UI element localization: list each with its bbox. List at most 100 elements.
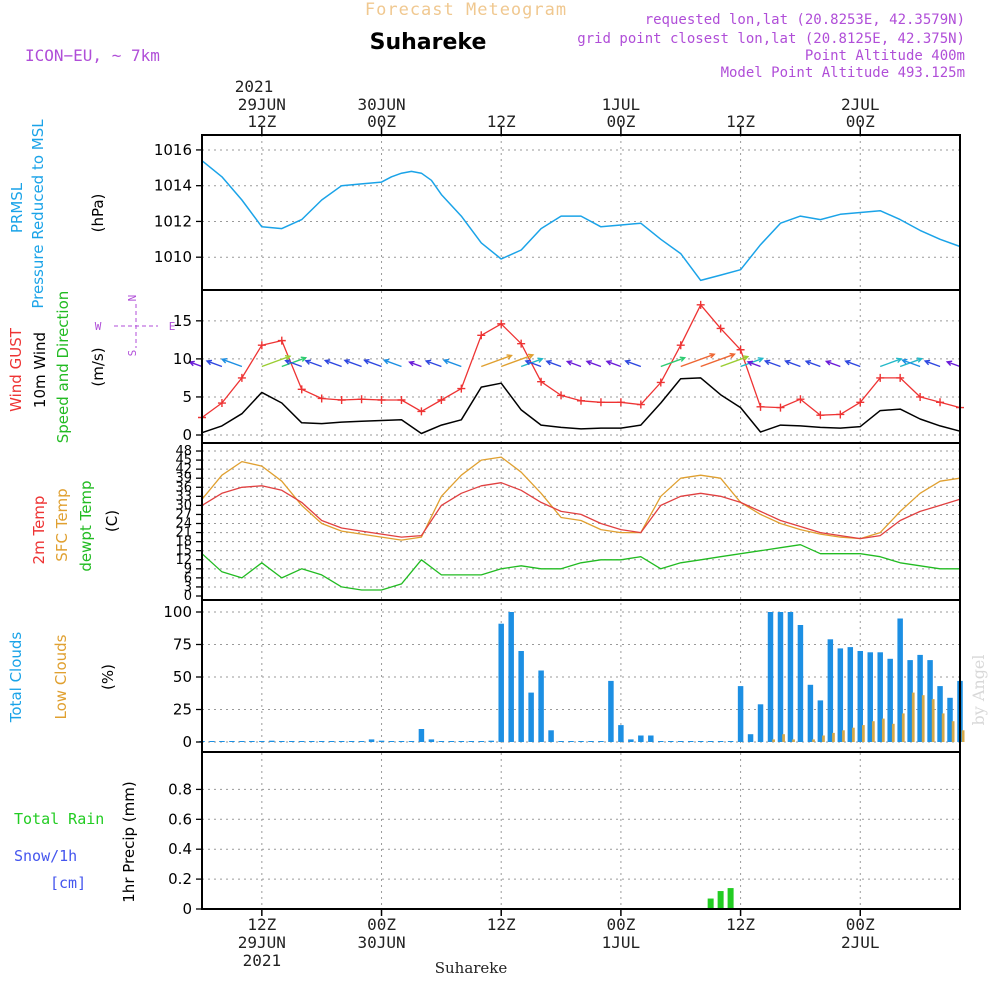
- temp-ytick-label-15: 3: [184, 580, 192, 595]
- total-clouds-bar: [877, 652, 883, 742]
- top-hour-label-5: 00Z: [846, 112, 875, 131]
- temp-ytick-label-10: 18: [175, 535, 192, 550]
- total-clouds-bar: [648, 735, 654, 742]
- low-clouds-bar: [842, 730, 845, 742]
- wind-gust-marker: [676, 341, 685, 350]
- top-day-label-3: 1JUL: [602, 95, 641, 114]
- wind-gust-marker: [337, 395, 346, 404]
- grid-point-coords: grid point closest lon,lat (20.8125E, 42…: [577, 31, 965, 47]
- precip-ytick-label-3: 0.2: [168, 870, 192, 888]
- low-clouds-bar: [891, 723, 895, 742]
- low-clouds-bar: [871, 721, 875, 742]
- temp-ytick-label-11: 15: [175, 544, 192, 559]
- temp-ytick-label-2: 42: [175, 462, 192, 477]
- wind-direction-arrow: [625, 360, 642, 368]
- wind-gust-marker: [636, 400, 645, 409]
- pressure-ytick-label-0: 1016: [154, 141, 192, 159]
- wind-direction-arrow: [206, 360, 223, 368]
- wind-direction-arrow: [826, 360, 841, 368]
- snow-unit-label: [cm]: [50, 874, 86, 892]
- wind-direction-arrow-head: [746, 360, 754, 367]
- total-clouds-bar: [388, 741, 395, 742]
- top-hour-label-2: 12Z: [487, 112, 516, 131]
- total-clouds-bar: [598, 741, 604, 742]
- total-clouds-bar: [578, 741, 584, 742]
- total-clouds-bar: [239, 741, 245, 742]
- total-clouds-bar: [289, 741, 295, 742]
- compass-e: E: [169, 320, 176, 333]
- total-clouds-bar: [498, 623, 504, 742]
- precip-unit-label: 1hr Precip (mm): [120, 781, 138, 902]
- temp-ytick-label-16: 0: [184, 589, 192, 604]
- total-clouds-bar: [358, 741, 365, 742]
- total-clouds-bar: [558, 741, 564, 742]
- temp-ytick-label-5: 33: [175, 489, 192, 504]
- clouds-ytick-label-3: 25: [173, 701, 192, 719]
- low-clouds-bar: [911, 692, 915, 742]
- top-day-label-0: 29JUN: [238, 95, 286, 114]
- low-clouds-bar: [862, 725, 865, 742]
- wind-direction-arrow: [680, 353, 715, 368]
- total-clouds-bar: [338, 741, 345, 742]
- wind-direction-arrow-head: [363, 359, 370, 365]
- wind-direction-arrow-head: [205, 359, 213, 366]
- total-clouds-bar: [308, 741, 315, 742]
- wind-direction-arrow: [305, 360, 322, 368]
- wind-direction-arrow-head: [300, 356, 308, 362]
- total-clouds-bar: [677, 741, 684, 742]
- wind-direction-arrow: [425, 360, 442, 368]
- precip-ytick-label-4: 0: [182, 900, 192, 918]
- speed-direction-label: Speed and Direction: [54, 291, 72, 444]
- bottom-hour-label-3: 00Z: [606, 915, 635, 934]
- wind-gust-marker: [596, 398, 605, 407]
- bottom-day-label-3: 1JUL: [602, 933, 641, 952]
- total-clouds-bar: [209, 741, 215, 742]
- wind-direction-arrow: [785, 360, 801, 368]
- axes: 1016101410121010151050484542393633302724…: [154, 95, 961, 970]
- top-hour-label-3: 00Z: [606, 112, 635, 131]
- wind-direction-arrow-head: [945, 360, 953, 366]
- wind-gust-marker: [497, 319, 506, 328]
- total-clouds-bar: [468, 741, 475, 742]
- total-clouds-bar: [448, 741, 455, 742]
- pressure-series-line: [201, 160, 961, 282]
- low-clouds-bar: [822, 735, 825, 742]
- wind-direction-arrow-head: [424, 359, 432, 366]
- wind-direction-arrow-head: [844, 359, 851, 366]
- chart-title: Forecast Meteogram: [365, 0, 567, 20]
- wind-direction-arrow-head: [188, 360, 195, 367]
- total-clouds-bar: [279, 741, 285, 742]
- total-clouds-bar: [827, 639, 834, 742]
- total-clouds-bar: [658, 741, 664, 742]
- top-day-label-5: 2JUL: [841, 95, 880, 114]
- wind-direction-arrow-head: [524, 359, 531, 366]
- wind-gust-marker: [477, 331, 486, 340]
- wind-gust-marker: [537, 377, 546, 386]
- precip-panel-frame: [201, 751, 961, 910]
- low-clouds-bar: [951, 721, 955, 742]
- year-top: 2021: [235, 77, 274, 96]
- grid-lines: [202, 135, 960, 909]
- wind-direction-arrow: [700, 353, 735, 368]
- wind-gust-marker: [517, 339, 526, 348]
- wind-direction-arrow-head: [442, 358, 450, 365]
- wind-direction-arrow-head: [763, 359, 771, 366]
- ms-unit-label: (m/s): [89, 347, 107, 386]
- wind-gust-marker: [317, 394, 326, 403]
- temp-panel-frame: [201, 442, 961, 601]
- wind-gust-marker: [736, 345, 745, 354]
- footer-location: Suhareke: [435, 959, 508, 977]
- wind-direction-arrow-head: [343, 359, 350, 365]
- low-clouds-bar: [941, 713, 945, 742]
- wind-direction-arrow-head: [506, 354, 513, 360]
- location-title: Suhareke: [370, 30, 487, 55]
- wind-direction-arrow: [606, 360, 622, 368]
- wind-gust-marker: [357, 395, 366, 404]
- low-clouds-bar: [792, 739, 795, 742]
- total-clouds-bar: [438, 741, 445, 742]
- wind-gust-marker: [716, 324, 725, 333]
- wind-direction-arrow-head: [824, 360, 832, 366]
- wind-direction-arrow: [879, 358, 902, 368]
- low-clouds-label: Low Clouds: [52, 634, 70, 719]
- wind-direction-arrow: [285, 359, 302, 368]
